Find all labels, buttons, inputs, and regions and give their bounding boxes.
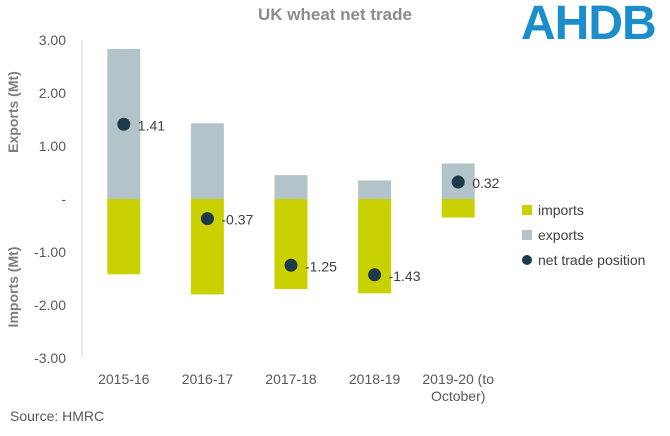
bar-exports — [358, 180, 392, 199]
y-tick-label: 2.00 — [39, 85, 66, 101]
legend-swatch-exports — [522, 230, 532, 240]
net-trade-data-label: -1.25 — [305, 258, 337, 274]
net-trade-point — [368, 268, 382, 282]
source-note: Source: HMRC — [10, 408, 105, 424]
net-trade-point — [200, 212, 214, 226]
ahdb-logo: AHDB — [521, 0, 657, 50]
legend-label: exports — [538, 227, 584, 243]
x-tick-label: 2017-18 — [265, 371, 317, 387]
x-tick-label: 2016-17 — [182, 371, 234, 387]
chart-title: UK wheat net trade — [258, 5, 412, 24]
legend-swatch-net-trade — [522, 255, 532, 265]
net-trade-data-label: 0.32 — [472, 175, 499, 191]
legend-label: net trade position — [538, 252, 645, 268]
y-axis-label-imports: Imports (Mt) — [5, 247, 21, 328]
net-trade-data-label: 1.41 — [138, 117, 165, 133]
y-tick-label: -3.00 — [34, 350, 66, 366]
y-tick-label: - — [61, 191, 66, 207]
bar-imports — [441, 199, 475, 218]
y-tick-label: -1.00 — [34, 244, 66, 260]
net-trade-point — [284, 258, 298, 272]
y-tick-label: -2.00 — [34, 297, 66, 313]
bar-imports — [274, 199, 308, 290]
net-trade-data-label: -0.37 — [221, 212, 253, 228]
y-axis-label-exports: Exports (Mt) — [5, 71, 21, 153]
x-tick-label: 2015-16 — [98, 371, 150, 387]
y-tick-label: 1.00 — [39, 138, 66, 154]
bar-exports — [190, 123, 224, 199]
legend-swatch-imports — [522, 205, 532, 215]
net-trade-point — [117, 117, 131, 131]
x-tick-label: 2019-20 (to October) — [422, 371, 494, 404]
bar-exports — [274, 175, 308, 199]
net-trade-point — [451, 175, 465, 189]
x-tick-label: 2018-19 — [349, 371, 401, 387]
legend-label: imports — [538, 202, 584, 218]
bar-imports — [107, 199, 141, 275]
y-tick-label: 3.00 — [39, 32, 66, 48]
net-trade-data-label: -1.43 — [389, 268, 421, 284]
